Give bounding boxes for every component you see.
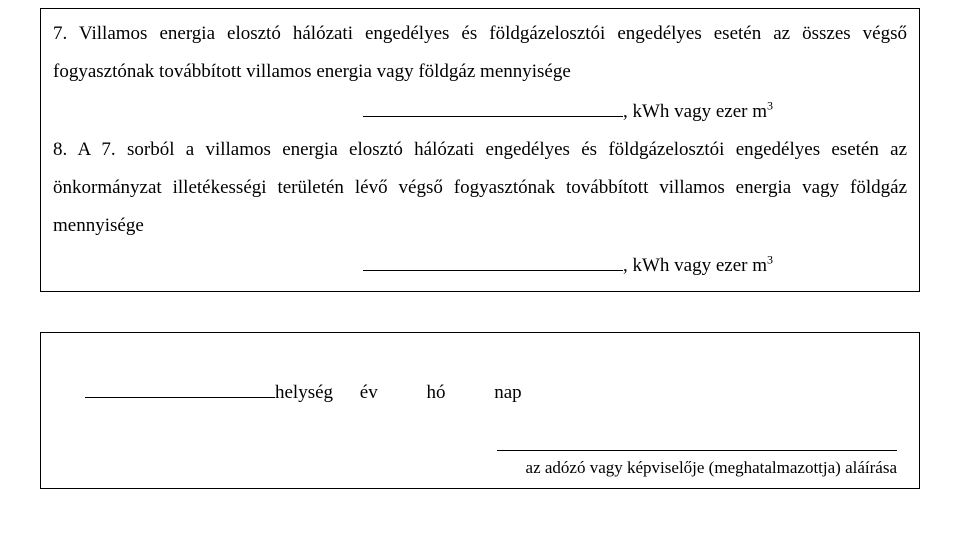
label-year: év [360,382,378,403]
signature-block: az adózó vagy képviselője (meghatalmazot… [55,438,905,478]
blank-field-kwh-2[interactable] [363,254,623,271]
section-8-unit: , kWh vagy ezer m [623,255,767,276]
signature-line[interactable] [497,450,897,451]
form-box-main: 7. Villamos energia elosztó hálózati eng… [40,8,920,292]
section-8-text: 8. A 7. sorból a villamos energia eloszt… [53,139,907,236]
label-month: hó [426,382,445,403]
blank-field-kwh-1[interactable] [363,100,623,117]
signature-caption: az adózó vagy képviselője (meghatalmazot… [526,458,897,477]
section-7-8-paragraph: 7. Villamos energia elosztó hálózati eng… [41,9,919,291]
label-day: nap [494,382,521,403]
section-7-text: 7. Villamos energia elosztó hálózati eng… [53,23,907,82]
blank-field-place[interactable] [85,381,275,398]
section-8-sup: 3 [767,253,773,267]
section-7-sup: 3 [767,99,773,113]
date-row: helység év hó nap [55,381,905,404]
section-8-value-line: , kWh vagy ezer m3 [53,247,907,285]
section-7-unit: , kWh vagy ezer m [623,101,767,122]
label-place: helység [275,382,333,403]
form-box-signature: helység év hó nap az adózó vagy képvisel… [40,332,920,489]
section-7-value-line: , kWh vagy ezer m3 [53,93,907,131]
